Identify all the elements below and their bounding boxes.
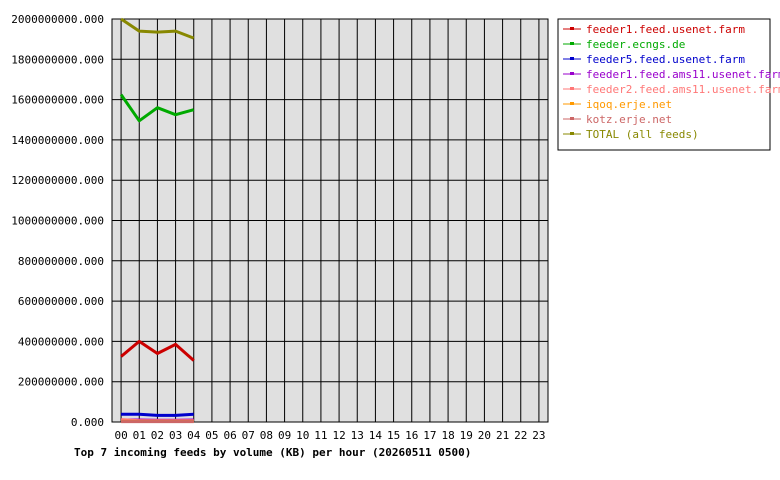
series-line [121, 412, 194, 417]
x-tick-label: 05 [205, 429, 218, 442]
y-tick-label: 600000000.000 [18, 295, 104, 308]
y-tick-label: 400000000.000 [18, 335, 104, 348]
x-axis-ticks: 00 01 02 03 04 05 06 07 08 09 10 11 12 13 14 15 16 17 18 19… [114, 429, 545, 442]
y-tick-label: 1000000000.000 [11, 215, 104, 228]
plot-border [111, 18, 549, 423]
x-tick-label: 21 [496, 429, 509, 442]
x-tick-label: 19 [460, 429, 473, 442]
legend-label: feeder5.feed.usenet.farm [586, 53, 745, 66]
series-lines [119, 17, 195, 424]
x-tick-label: 17 [423, 429, 436, 442]
legend-marker [570, 117, 574, 120]
legend-marker [570, 42, 574, 45]
y-tick-label: 200000000.000 [18, 376, 104, 389]
series-line [120, 17, 195, 40]
legend-label: iqoq.erje.net [586, 98, 672, 111]
x-tick-label: 18 [441, 429, 454, 442]
x-tick-label: 10 [296, 429, 309, 442]
series-line [120, 339, 195, 362]
x-tick-label: 13 [351, 429, 364, 442]
legend-label: feeder.ecngs.de [586, 38, 685, 51]
series-line [119, 93, 195, 123]
legend-label: feeder2.feed.ams11.usenet.farm [586, 83, 780, 96]
x-tick-label: 22 [514, 429, 527, 442]
x-tick-label: 02 [151, 429, 164, 442]
legend-marker [570, 87, 574, 90]
y-tick-label: 1800000000.000 [11, 53, 104, 66]
y-tick-label: 1200000000.000 [11, 174, 104, 187]
legend-label: feeder1.feed.usenet.farm [586, 23, 745, 36]
x-tick-label: 08 [260, 429, 273, 442]
x-tick-label: 07 [242, 429, 255, 442]
x-tick-label: 01 [133, 429, 146, 442]
legend: feeder1.feed.usenet.farm feeder.ecngs.de f… [557, 18, 780, 151]
x-tick-label: 09 [278, 429, 291, 442]
y-tick-label: 0.000 [71, 416, 104, 429]
chart-title: Top 7 incoming feeds by volume (KB) per … [74, 446, 471, 459]
y-axis-ticks: 0.000 200000000.000 400000000.000 600000000… [11, 13, 104, 429]
x-tick-label: 14 [369, 429, 383, 442]
x-tick-label: 20 [478, 429, 491, 442]
x-tick-label: 03 [169, 429, 182, 442]
legend-box [557, 18, 771, 151]
x-tick-label: 16 [405, 429, 418, 442]
x-tick-label: 00 [114, 429, 127, 442]
legend-label: TOTAL (all feeds) [586, 128, 699, 141]
legend-label: kotz.erje.net [586, 113, 672, 126]
y-tick-label: 800000000.000 [18, 255, 104, 268]
legend-marker [570, 72, 574, 75]
x-tick-label: 12 [332, 429, 345, 442]
legend-marker [570, 102, 574, 105]
x-tick-label: 04 [187, 429, 201, 442]
y-tick-label: 2000000000.000 [11, 13, 104, 26]
x-tick-label: 23 [532, 429, 545, 442]
legend-label: feeder1.feed.ams11.usenet.farm [586, 68, 780, 81]
x-tick-label: 11 [314, 429, 327, 442]
legend-marker [570, 57, 574, 60]
y-tick-label: 1600000000.000 [11, 94, 104, 107]
y-tick-label: 1400000000.000 [11, 134, 104, 147]
x-tick-label: 06 [223, 429, 236, 442]
x-tick-label: 15 [387, 429, 400, 442]
legend-marker [570, 27, 574, 30]
legend-marker [570, 132, 574, 135]
